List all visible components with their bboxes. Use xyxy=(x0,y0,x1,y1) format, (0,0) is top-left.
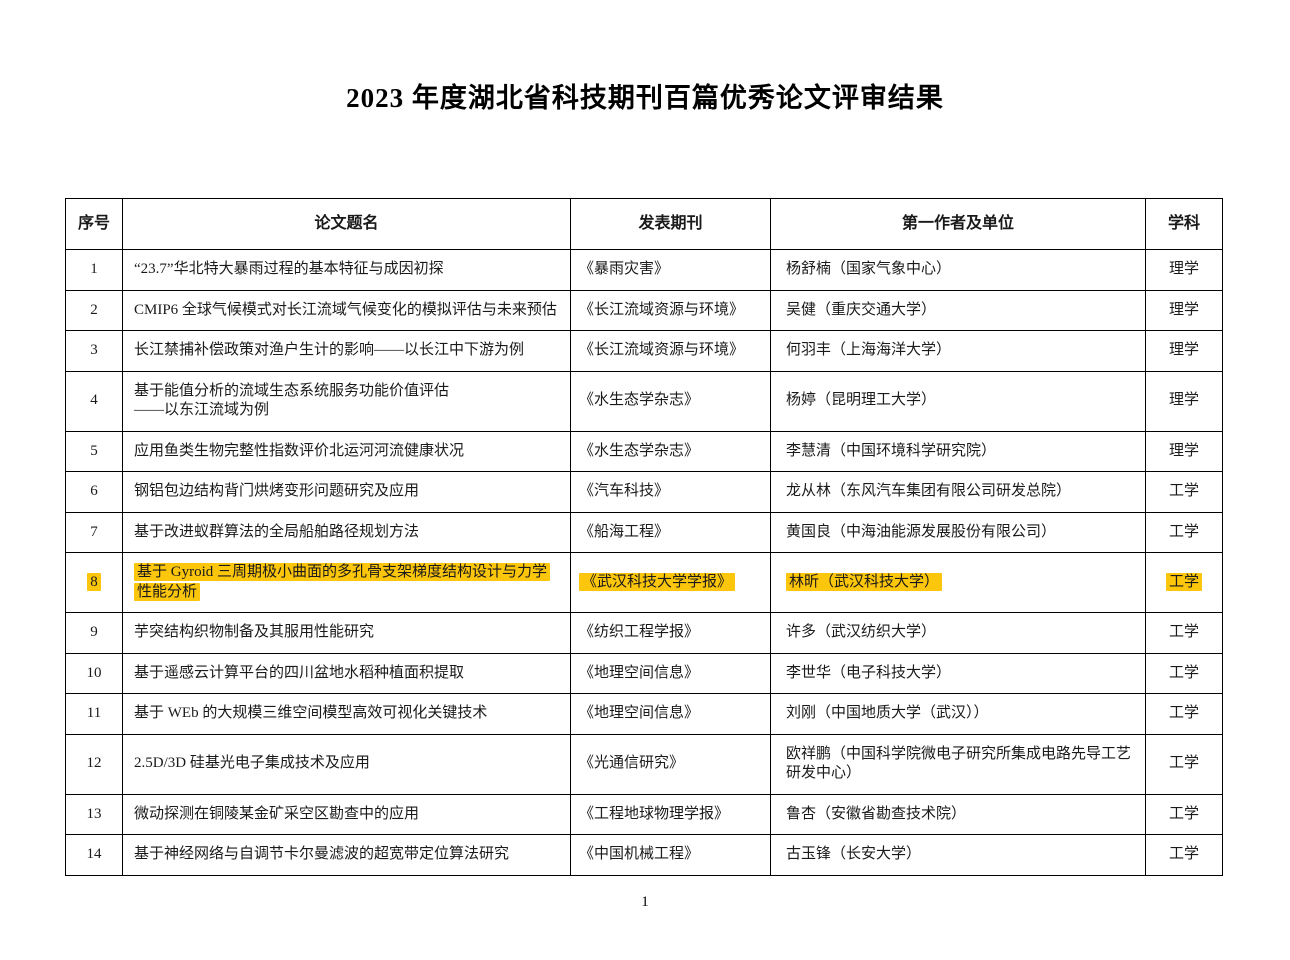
cell-row-number: 5 xyxy=(65,430,123,472)
cell-row-number: 9 xyxy=(65,612,123,654)
cell-row-number: 6 xyxy=(65,471,123,513)
cell-discipline: 理学 xyxy=(1145,289,1223,331)
cell-discipline: 工学 xyxy=(1145,511,1223,553)
cell-paper-title: 应用鱼类生物完整性指数评价北运河河流健康状况 xyxy=(122,430,571,472)
cell-row-number: 1 xyxy=(65,249,123,291)
cell-discipline: 工学 xyxy=(1145,471,1223,513)
table-row: 6 钢铝包边结构背门烘烤变形问题研究及应用 《汽车科技》 龙从林（东风汽车集团有… xyxy=(65,471,1223,513)
cell-discipline: 理学 xyxy=(1145,370,1223,432)
cell-row-number: 7 xyxy=(65,511,123,553)
cell-journal: 《纺织工程学报》 xyxy=(570,612,771,654)
column-header-title: 论文题名 xyxy=(122,198,571,250)
cell-journal: 《地理空间信息》 xyxy=(570,693,771,735)
cell-author-affiliation: 李世华（电子科技大学） xyxy=(770,652,1146,694)
cell-journal: 《长江流域资源与环境》 xyxy=(570,289,771,331)
results-table-container: 序号 论文题名 发表期刊 第一作者及单位 学科 1 “23.7”华北特大暴雨过程… xyxy=(65,198,1223,876)
cell-paper-title: 基于遥感云计算平台的四川盆地水稻种植面积提取 xyxy=(122,652,571,694)
table-row: 4 基于能值分析的流域生态系统服务功能价值评估 ——以东江流域为例 《水生态学杂… xyxy=(65,370,1223,432)
cell-row-number: 13 xyxy=(65,793,123,835)
cell-author-affiliation: 刘刚（中国地质大学（武汉）） xyxy=(770,693,1146,735)
cell-author-affiliation: 古玉锋（长安大学） xyxy=(770,834,1146,876)
cell-paper-title: 2.5D/3D 硅基光电子集成技术及应用 xyxy=(122,733,571,795)
cell-row-number: 12 xyxy=(65,733,123,795)
cell-author-affiliation: 许多（武汉纺织大学） xyxy=(770,612,1146,654)
cell-journal: 《光通信研究》 xyxy=(570,733,771,795)
cell-author-affiliation: 杨婷（昆明理工大学） xyxy=(770,370,1146,432)
column-header-journal: 发表期刊 xyxy=(570,198,771,250)
cell-paper-title: 基于 WEb 的大规模三维空间模型高效可视化关键技术 xyxy=(122,693,571,735)
cell-author-affiliation: 李慧清（中国环境科学研究院） xyxy=(770,430,1146,472)
cell-discipline: 理学 xyxy=(1145,249,1223,291)
cell-journal: 《汽车科技》 xyxy=(570,471,771,513)
table-row: 9 芋突结构织物制备及其服用性能研究 《纺织工程学报》 许多（武汉纺织大学） 工… xyxy=(65,612,1223,654)
column-header-no: 序号 xyxy=(65,198,123,250)
table-row: 14 基于神经网络与自调节卡尔曼滤波的超宽带定位算法研究 《中国机械工程》 古玉… xyxy=(65,834,1223,876)
cell-row-number: 11 xyxy=(65,693,123,735)
cell-discipline: 工学 xyxy=(1145,793,1223,835)
table-row: 5 应用鱼类生物完整性指数评价北运河河流健康状况 《水生态学杂志》 李慧清（中国… xyxy=(65,430,1223,472)
cell-discipline: 工学 xyxy=(1145,834,1223,876)
cell-paper-title: 基于能值分析的流域生态系统服务功能价值评估 ——以东江流域为例 xyxy=(122,370,571,432)
cell-discipline: 工学 xyxy=(1145,652,1223,694)
cell-journal: 《船海工程》 xyxy=(570,511,771,553)
cell-journal: 《武汉科技大学学报》 xyxy=(570,552,771,613)
cell-author-affiliation: 欧祥鹏（中国科学院微电子研究所集成电路先导工艺研发中心） xyxy=(770,733,1146,795)
cell-discipline: 理学 xyxy=(1145,430,1223,472)
cell-discipline: 工学 xyxy=(1145,552,1223,613)
cell-author-affiliation: 杨舒楠（国家气象中心） xyxy=(770,249,1146,291)
cell-row-number: 8 xyxy=(65,552,123,613)
table-row: 8 基于 Gyroid 三周期极小曲面的多孔骨支架梯度结构设计与力学性能分析 《… xyxy=(65,552,1223,613)
cell-paper-title: 微动探测在铜陵某金矿采空区勘查中的应用 xyxy=(122,793,571,835)
cell-author-affiliation: 何羽丰（上海海洋大学） xyxy=(770,330,1146,372)
cell-paper-title: 芋突结构织物制备及其服用性能研究 xyxy=(122,612,571,654)
cell-row-number: 3 xyxy=(65,330,123,372)
table-row: 11 基于 WEb 的大规模三维空间模型高效可视化关键技术 《地理空间信息》 刘… xyxy=(65,693,1223,735)
cell-row-number: 14 xyxy=(65,834,123,876)
cell-row-number: 2 xyxy=(65,289,123,331)
cell-journal: 《长江流域资源与环境》 xyxy=(570,330,771,372)
cell-paper-title: 基于改进蚁群算法的全局船舶路径规划方法 xyxy=(122,511,571,553)
table-row: 13 微动探测在铜陵某金矿采空区勘查中的应用 《工程地球物理学报》 鲁杏（安徽省… xyxy=(65,793,1223,835)
cell-author-affiliation: 黄国良（中海油能源发展股份有限公司） xyxy=(770,511,1146,553)
cell-paper-title: “23.7”华北特大暴雨过程的基本特征与成因初探 xyxy=(122,249,571,291)
cell-author-affiliation: 林昕（武汉科技大学） xyxy=(770,552,1146,613)
page-number: 1 xyxy=(641,894,649,910)
results-table: 序号 论文题名 发表期刊 第一作者及单位 学科 1 “23.7”华北特大暴雨过程… xyxy=(65,198,1223,876)
cell-discipline: 工学 xyxy=(1145,693,1223,735)
cell-discipline: 工学 xyxy=(1145,733,1223,795)
cell-discipline: 工学 xyxy=(1145,612,1223,654)
cell-paper-title: 钢铝包边结构背门烘烤变形问题研究及应用 xyxy=(122,471,571,513)
cell-journal: 《水生态学杂志》 xyxy=(570,370,771,432)
table-row: 10 基于遥感云计算平台的四川盆地水稻种植面积提取 《地理空间信息》 李世华（电… xyxy=(65,652,1223,694)
header-row: 序号 论文题名 发表期刊 第一作者及单位 学科 xyxy=(65,198,1223,250)
cell-row-number: 10 xyxy=(65,652,123,694)
page-title: 2023 年度湖北省科技期刊百篇优秀论文评审结果 xyxy=(346,83,944,113)
cell-paper-title: 基于神经网络与自调节卡尔曼滤波的超宽带定位算法研究 xyxy=(122,834,571,876)
cell-journal: 《水生态学杂志》 xyxy=(570,430,771,472)
cell-journal: 《中国机械工程》 xyxy=(570,834,771,876)
table-row: 7 基于改进蚁群算法的全局船舶路径规划方法 《船海工程》 黄国良（中海油能源发展… xyxy=(65,511,1223,553)
cell-author-affiliation: 吴健（重庆交通大学） xyxy=(770,289,1146,331)
column-header-discipline: 学科 xyxy=(1145,198,1223,250)
table-row: 3 长江禁捕补偿政策对渔户生计的影响——以长江中下游为例 《长江流域资源与环境》… xyxy=(65,330,1223,372)
cell-journal: 《暴雨灾害》 xyxy=(570,249,771,291)
column-header-author: 第一作者及单位 xyxy=(770,198,1146,250)
cell-author-affiliation: 龙从林（东风汽车集团有限公司研发总院） xyxy=(770,471,1146,513)
cell-author-affiliation: 鲁杏（安徽省勘查技术院） xyxy=(770,793,1146,835)
cell-row-number: 4 xyxy=(65,370,123,432)
table-row: 2 CMIP6 全球气候模式对长江流域气候变化的模拟评估与未来预估 《长江流域资… xyxy=(65,289,1223,331)
cell-paper-title: 基于 Gyroid 三周期极小曲面的多孔骨支架梯度结构设计与力学性能分析 xyxy=(122,552,571,613)
table-row: 12 2.5D/3D 硅基光电子集成技术及应用 《光通信研究》 欧祥鹏（中国科学… xyxy=(65,733,1223,795)
cell-journal: 《工程地球物理学报》 xyxy=(570,793,771,835)
table-row: 1 “23.7”华北特大暴雨过程的基本特征与成因初探 《暴雨灾害》 杨舒楠（国家… xyxy=(65,249,1223,291)
cell-journal: 《地理空间信息》 xyxy=(570,652,771,694)
cell-paper-title: CMIP6 全球气候模式对长江流域气候变化的模拟评估与未来预估 xyxy=(122,289,571,331)
cell-discipline: 理学 xyxy=(1145,330,1223,372)
cell-paper-title: 长江禁捕补偿政策对渔户生计的影响——以长江中下游为例 xyxy=(122,330,571,372)
